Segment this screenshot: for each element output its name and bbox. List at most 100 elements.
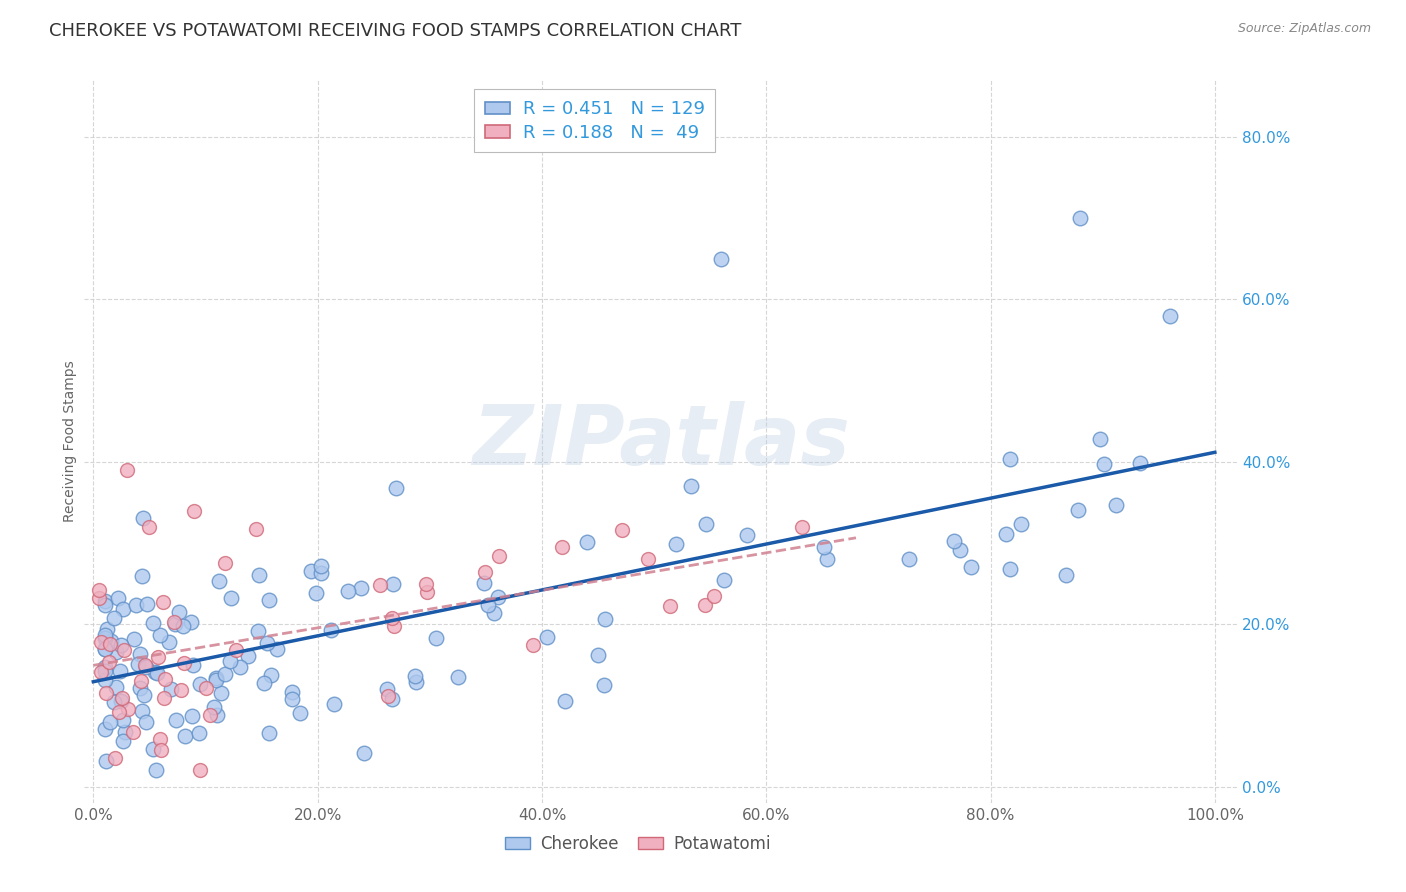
Point [194, 681, 217, 695]
Point [593, 612, 616, 626]
Point [93, 660, 115, 674]
Point [90, 635, 112, 649]
Point [693, 599, 716, 613]
Text: CHEROKEE VS POTAWATOMI RECEIVING FOOD STAMPS CORRELATION CHART: CHEROKEE VS POTAWATOMI RECEIVING FOOD ST… [49, 22, 741, 40]
Point [160, 682, 183, 697]
Point [575, 535, 598, 549]
Point [205, 671, 228, 685]
Point [93, 641, 115, 656]
Point [132, 688, 155, 702]
Point [93, 599, 115, 613]
Point [1129, 456, 1152, 470]
Point [173, 657, 195, 671]
Point [208, 574, 231, 588]
Point [148, 650, 170, 665]
Point [477, 598, 499, 612]
Point [110, 664, 132, 678]
Point [111, 690, 134, 705]
Point [107, 591, 129, 605]
Point [153, 673, 176, 687]
Point [103, 611, 125, 625]
Point [472, 576, 495, 591]
Point [143, 665, 166, 679]
Point [1090, 432, 1112, 446]
Point [187, 726, 209, 740]
Point [998, 452, 1021, 467]
Point [695, 516, 717, 531]
Legend: Cherokee, Potawatomi: Cherokee, Potawatomi [498, 828, 778, 860]
Point [165, 617, 187, 632]
Point [703, 589, 725, 603]
Point [87, 591, 110, 605]
Point [474, 565, 496, 579]
Point [134, 657, 156, 672]
Text: ZIPatlas: ZIPatlas [472, 401, 849, 482]
Point [658, 599, 681, 613]
Point [87, 582, 110, 597]
Point [142, 616, 165, 631]
Point [174, 729, 197, 743]
Point [221, 591, 243, 606]
Point [415, 576, 437, 591]
Point [129, 673, 152, 688]
Point [93, 641, 115, 656]
Point [138, 520, 160, 534]
Point [713, 573, 735, 587]
Point [122, 632, 145, 647]
Point [159, 634, 181, 648]
Point [994, 527, 1017, 541]
Point [181, 708, 204, 723]
Point [368, 577, 391, 591]
Point [183, 657, 205, 672]
Point [959, 560, 981, 574]
Point [382, 618, 405, 632]
Point [309, 559, 332, 574]
Point [337, 583, 360, 598]
Point [259, 726, 281, 740]
Point [122, 724, 145, 739]
Point [162, 615, 184, 629]
Point [93, 631, 115, 645]
Point [114, 725, 136, 739]
Point [104, 751, 127, 765]
Point [128, 681, 150, 696]
Point [612, 524, 634, 538]
Point [898, 552, 921, 566]
Point [152, 691, 174, 706]
Point [117, 701, 139, 715]
Text: Source: ZipAtlas.com: Source: ZipAtlas.com [1237, 22, 1371, 36]
Point [256, 636, 278, 650]
Point [1069, 211, 1091, 226]
Point [214, 557, 236, 571]
Point [482, 606, 505, 620]
Point [145, 764, 167, 778]
Point [132, 510, 155, 524]
Point [205, 707, 228, 722]
Point [110, 694, 132, 708]
Point [1067, 502, 1090, 516]
Point [1105, 498, 1128, 512]
Point [593, 678, 616, 692]
Point [375, 681, 398, 696]
Point [1159, 309, 1181, 323]
Point [737, 528, 759, 542]
Point [425, 631, 447, 645]
Point [94, 686, 117, 700]
Point [142, 742, 165, 756]
Point [100, 637, 122, 651]
Point [228, 660, 250, 674]
Point [149, 732, 172, 747]
Point [404, 669, 426, 683]
Point [112, 714, 135, 728]
Point [219, 654, 242, 668]
Point [202, 700, 225, 714]
Point [266, 642, 288, 657]
Point [1056, 567, 1078, 582]
Point [710, 252, 733, 266]
Point [637, 552, 659, 566]
Point [198, 707, 221, 722]
Point [281, 691, 304, 706]
Point [381, 611, 404, 625]
Point [225, 643, 247, 657]
Point [309, 566, 332, 580]
